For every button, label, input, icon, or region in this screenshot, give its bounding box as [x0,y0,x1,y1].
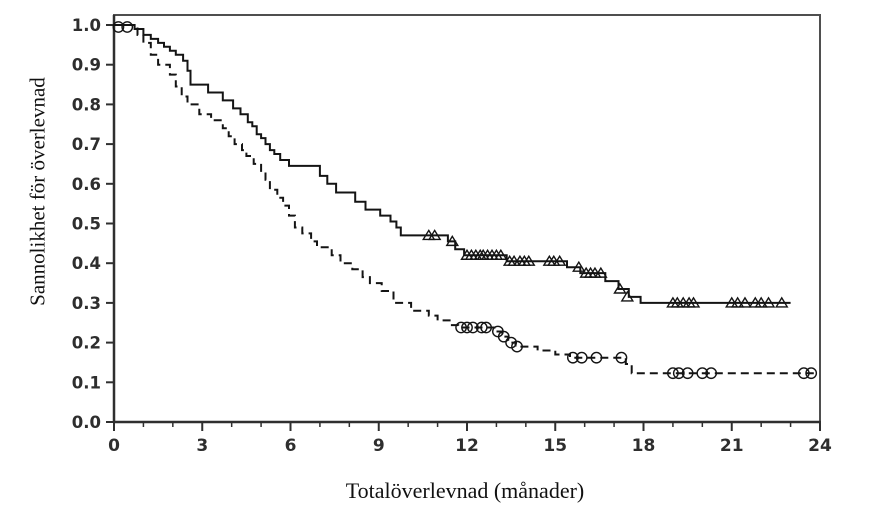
y-tick-label: 0.2 [72,334,101,353]
x-tick-label: 6 [285,436,297,456]
series-upper-curve-solid [114,24,791,304]
censor-circle-marker [672,367,685,380]
series-lower-curve-dashed [114,24,815,375]
y-tick-label: 0.4 [72,254,101,273]
censor-circle-marker [480,321,493,334]
censor-circle-marker [567,351,579,364]
censor-triangle-marker [522,254,536,266]
y-axis-title: Sannolikhet för överlevnad [25,77,50,306]
y-tick-label: 0.6 [72,175,101,194]
x-tick-label: 0 [108,436,120,456]
censor-circle-marker [511,340,523,353]
x-tick-label: 3 [196,436,208,456]
censor-circle-marker [466,321,479,334]
y-tick-label: 0.7 [72,135,101,154]
y-tick-label: 0.0 [72,413,101,432]
censor-circle-marker [590,351,603,364]
x-tick-label: 24 [808,436,832,456]
censor-triangle-marker [761,296,776,308]
y-tick-label: 0.9 [72,56,101,75]
censor-triangle-marker [572,260,586,272]
censor-circle-marker [696,367,709,380]
y-tick-label: 0.1 [72,373,101,392]
censor-circle-marker [497,330,510,343]
censor-triangle-marker [494,248,508,260]
censor-circle-marker [461,321,473,334]
censor-triangle-marker [738,296,752,308]
censor-circle-marker [505,336,518,349]
censor-circle-marker [667,367,679,380]
censor-triangle-marker [594,266,608,278]
censor-circle-marker [575,351,588,364]
x-tick-label: 21 [720,436,744,456]
censor-triangle-marker [620,290,635,302]
censor-circle-marker [475,321,488,334]
y-tick-label: 0.8 [72,95,101,114]
censor-triangle-marker [445,235,460,247]
censor-circle-marker [797,367,810,380]
censor-circle-marker [705,367,718,380]
censor-circle-marker [121,21,134,33]
censor-circle-marker [455,321,468,334]
x-tick-label: 15 [543,436,567,456]
censor-circle-marker [805,367,818,380]
x-tick-label: 12 [455,436,479,456]
censor-circle-marker [112,21,125,33]
censor-circle-marker [681,367,694,380]
y-tick-label: 1.0 [72,16,101,35]
censor-triangle-marker [613,282,627,294]
plot-frame [113,14,821,423]
censor-triangle-marker [754,296,768,308]
censor-triangle-marker [552,254,567,266]
y-tick-label: 0.3 [72,294,101,313]
x-tick-label: 9 [373,436,385,456]
censor-triangle-marker [775,296,789,308]
censor-triangle-marker [686,296,701,308]
x-axis-title: Totalöverlevnad (månader) [345,478,585,503]
y-tick-label: 0.5 [72,215,101,234]
censor-triangle-marker [730,296,745,308]
censor-triangle-marker [427,229,442,241]
censor-circle-marker [615,351,628,364]
x-tick-label: 18 [632,436,656,456]
